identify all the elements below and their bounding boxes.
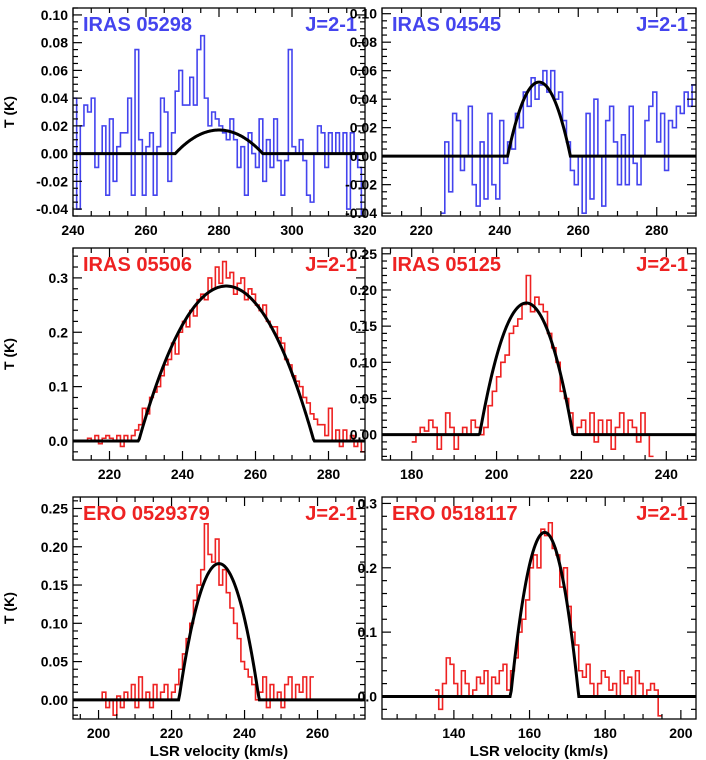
y-tick-label: 0.04 — [350, 91, 377, 107]
x-tick-label: 240 — [655, 466, 679, 482]
y-tick-label: 0.10 — [350, 6, 377, 22]
source-name: ERO 0518117 — [392, 503, 518, 525]
y-tick-label: 0.0 — [358, 688, 378, 704]
y-tick-label: 0.05 — [350, 390, 377, 406]
transition-label: J=2-1 — [636, 503, 688, 525]
y-tick-label: 0.02 — [350, 120, 377, 136]
x-tick-label: 160 — [518, 725, 542, 741]
transition-label: J=2-1 — [636, 254, 688, 276]
spectrum-iras-05298 — [73, 34, 365, 216]
x-tick-label: 220 — [160, 725, 184, 741]
panel-ero-0529379: 200 220 240 260 0.00 0.05 0.10 0.15 0.20 0.25 T (K… — [1, 496, 366, 760]
y-tick-label: 0.10 — [41, 7, 68, 23]
x-tick-label: 280 — [207, 222, 231, 238]
panel-iras-05298: 240 260 280 300 320-0.04-0.020.000.020.040.0… — [1, 7, 377, 238]
x-tick-label: 200 — [669, 725, 693, 741]
y-tick-label: 0.04 — [41, 90, 68, 106]
plot-frame — [72, 7, 366, 217]
y-tick-label: 0.20 — [41, 539, 68, 555]
panel-iras-05125: 180 200 220 240 0.00 0.05 0.10 0.15 0.20 0.25 IRAS… — [350, 246, 697, 482]
y-tick-label: 0.3 — [49, 270, 69, 286]
spectrum-iras-05125 — [411, 274, 654, 458]
x-tick-label: 240 — [61, 222, 85, 238]
y-tick-label: -0.04 — [36, 201, 68, 217]
y-tick-label: -0.02 — [345, 177, 377, 193]
panel-iras-05506: 220 240 260 280 0.0 0.1 0.2 0.3 T (K) IRAS 05506 J… — [1, 247, 366, 482]
x-tick-label: 280 — [645, 222, 669, 238]
x-tick-label: 200 — [485, 466, 509, 482]
spectrum-ero-0518117 — [434, 521, 662, 717]
y-tick-label: 0.06 — [350, 63, 377, 79]
y-tick-label: 0.3 — [358, 495, 378, 511]
y-tick-label: 0.2 — [358, 560, 378, 576]
x-tick-label: 300 — [280, 222, 304, 238]
y-tick-label: 0.1 — [358, 624, 378, 640]
transition-label: J=2-1 — [636, 14, 688, 36]
y-tick-label: 0.00 — [41, 692, 68, 708]
y-tick-label: 0.0 — [49, 433, 69, 449]
fit-iras-05506 — [73, 284, 365, 443]
fit-ero-0529379 — [73, 562, 365, 702]
spectrum-ero-0529379 — [98, 522, 314, 716]
y-tick-label: 0.2 — [49, 324, 69, 340]
x-tick-label: 180 — [594, 725, 618, 741]
y-tick-label: 0.25 — [350, 246, 377, 262]
source-name: ERO 0529379 — [83, 503, 210, 525]
x-axis-title: LSR velocity (km/s) — [470, 743, 608, 760]
y-axis-title: T (K) — [1, 96, 17, 128]
transition-label: J=2-1 — [305, 254, 357, 276]
y-tick-label: 0.15 — [41, 577, 68, 593]
x-tick-label: 240 — [171, 466, 195, 482]
x-tick-label: 220 — [410, 222, 434, 238]
y-tick-label: 0.25 — [41, 500, 68, 516]
transition-label: J=2-1 — [305, 14, 357, 36]
plot-frame — [381, 496, 697, 720]
fit-iras-04545 — [382, 80, 696, 158]
x-tick-label: 240 — [488, 222, 512, 238]
x-tick-label: 260 — [244, 466, 268, 482]
x-tick-label: 240 — [233, 725, 257, 741]
fit-iras-05125 — [382, 301, 696, 437]
y-tick-label: 0.15 — [350, 318, 377, 334]
spectrum-iras-05506 — [83, 260, 365, 453]
source-name: IRAS 05125 — [392, 254, 501, 276]
x-tick-label: 280 — [317, 466, 341, 482]
transition-label: J=2-1 — [305, 503, 357, 525]
x-tick-label: 260 — [567, 222, 591, 238]
fit-iras-05298 — [73, 128, 365, 156]
x-tick-label: 260 — [134, 222, 158, 238]
y-axis-title: T (K) — [1, 338, 17, 370]
fit-ero-0518117 — [382, 530, 696, 698]
x-tick-label: 260 — [306, 725, 330, 741]
x-tick-label: 180 — [400, 466, 424, 482]
plot-frame — [72, 496, 366, 720]
y-axis-title: T (K) — [1, 592, 17, 624]
source-name: IRAS 05506 — [83, 254, 192, 276]
x-tick-label: 220 — [98, 466, 122, 482]
source-name: IRAS 05298 — [83, 14, 192, 36]
x-tick-label: 200 — [87, 725, 111, 741]
y-tick-label: 0.00 — [350, 427, 377, 443]
y-tick-label: 0.1 — [49, 379, 69, 395]
y-tick-label: -0.02 — [36, 173, 68, 189]
y-tick-label: 0.00 — [350, 148, 377, 164]
y-tick-label: -0.04 — [345, 205, 377, 221]
x-tick-label: 220 — [570, 466, 594, 482]
panel-iras-04545: 220 240 260 280 -0.04 -0.02 0.00 0.02 0.04 0.06 0.… — [345, 6, 697, 238]
y-tick-label: 0.02 — [41, 118, 68, 134]
panel-ero-0518117: 140 160 180 200 0.0 0.1 0.2 0.3 LSR velocity (km… — [358, 495, 697, 760]
y-tick-label: 0.20 — [350, 282, 377, 298]
y-tick-label: 0.08 — [41, 35, 68, 51]
y-tick-label: 0.08 — [350, 34, 377, 50]
y-tick-label: 0.00 — [41, 146, 68, 162]
source-name: IRAS 04545 — [392, 14, 501, 36]
y-tick-label: 0.10 — [350, 354, 377, 370]
y-tick-label: 0.06 — [41, 62, 68, 78]
x-tick-label: 320 — [353, 222, 377, 238]
y-tick-label: 0.05 — [41, 654, 68, 670]
y-tick-label: 0.10 — [41, 615, 68, 631]
x-axis-title: LSR velocity (km/s) — [150, 743, 288, 760]
x-tick-label: 140 — [442, 725, 466, 741]
